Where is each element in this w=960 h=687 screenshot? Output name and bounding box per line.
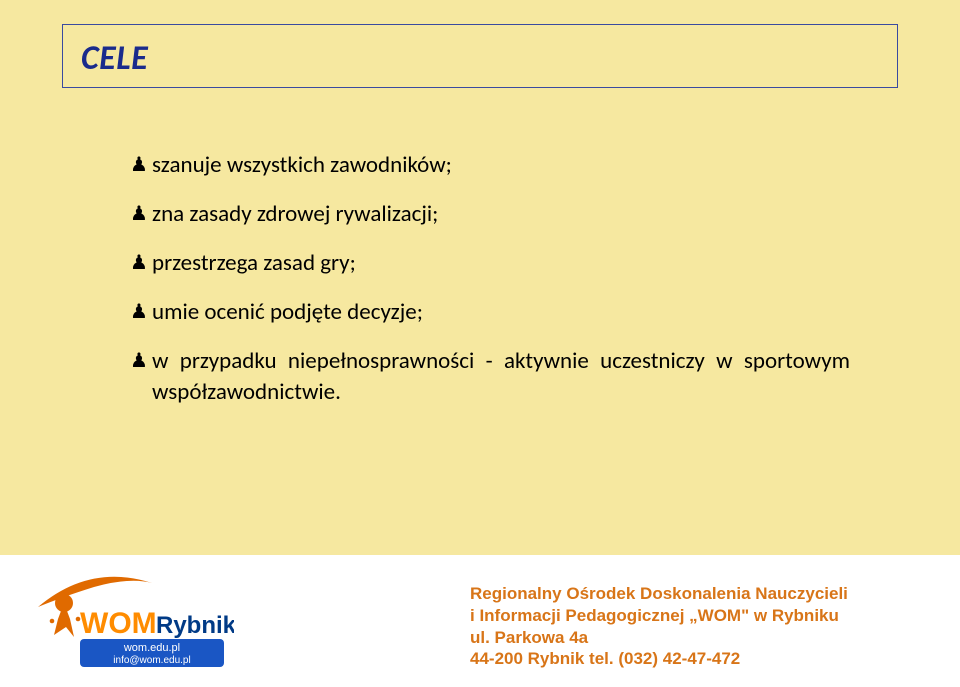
bullet-list: ♟ szanuje wszystkich zawodników; ♟ zna z… xyxy=(130,150,850,426)
pawn-icon: ♟ xyxy=(130,152,152,179)
footer: WOM Rybnik wom.edu.pl info@wom.edu.pl Re… xyxy=(0,555,960,687)
svg-text:info@wom.edu.pl: info@wom.edu.pl xyxy=(113,655,190,666)
bullet-text: zna zasady zdrowej rywalizacji; xyxy=(152,199,438,230)
svg-text:Rybnik: Rybnik xyxy=(156,612,234,639)
list-item: ♟ przestrzega zasad gry; xyxy=(130,248,850,279)
svg-text:wom.edu.pl: wom.edu.pl xyxy=(123,642,180,654)
list-item: ♟ zna zasady zdrowej rywalizacji; xyxy=(130,199,850,230)
bullet-text: szanuje wszystkich zawodników; xyxy=(152,150,452,181)
slide-content: CELE ♟ szanuje wszystkich zawodników; ♟ … xyxy=(0,0,960,555)
slide-title: CELE xyxy=(81,38,148,79)
list-item: ♟ w przypadku niepełnosprawności - aktyw… xyxy=(130,346,850,408)
footer-line: Regionalny Ośrodek Doskonalenia Nauczyci… xyxy=(470,583,930,605)
svg-text:WOM: WOM xyxy=(80,607,157,640)
bullet-text: przestrzega zasad gry; xyxy=(152,248,356,279)
list-item: ♟ umie ocenić podjęte decyzje; xyxy=(130,297,850,328)
title-box: CELE xyxy=(62,24,898,88)
list-item: ♟ szanuje wszystkich zawodników; xyxy=(130,150,850,181)
pawn-icon: ♟ xyxy=(130,201,152,228)
footer-address: Regionalny Ośrodek Doskonalenia Nauczyci… xyxy=(470,583,930,670)
footer-line: 44-200 Rybnik tel. (032) 42-47-472 xyxy=(470,648,930,670)
logo: WOM Rybnik wom.edu.pl info@wom.edu.pl xyxy=(34,569,234,673)
bullet-text: umie ocenić podjęte decyzje; xyxy=(152,297,423,328)
footer-line: i Informacji Pedagogicznej „WOM" w Rybni… xyxy=(470,605,930,627)
pawn-icon: ♟ xyxy=(130,348,152,375)
pawn-icon: ♟ xyxy=(130,299,152,326)
footer-line: ul. Parkowa 4a xyxy=(470,627,930,649)
pawn-icon: ♟ xyxy=(130,250,152,277)
bullet-text: w przypadku niepełnosprawności - aktywni… xyxy=(152,346,850,408)
